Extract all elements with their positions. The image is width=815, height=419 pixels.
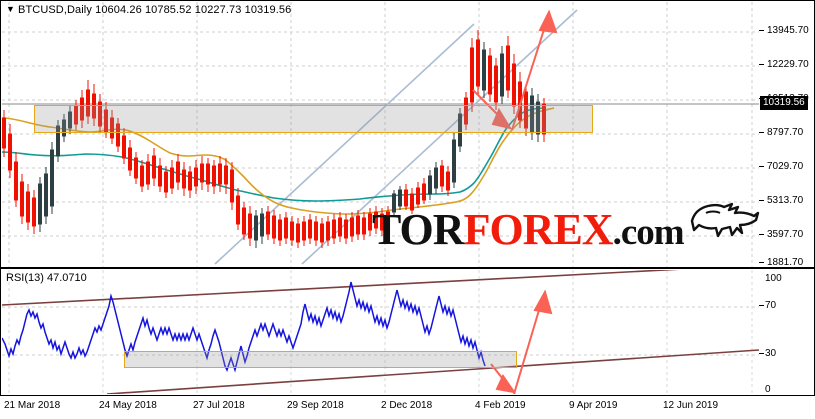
forecast-up-arrowhead [538, 9, 558, 34]
price-chart-panel[interactable]: ▼ BTCUSD,Daily 10604.26 10785.52 10227.73… [0, 0, 815, 268]
price-resistance-zone[interactable] [34, 105, 593, 133]
vertical-gridlines [8, 2, 753, 267]
triangle-down-icon[interactable]: ▼ [6, 4, 16, 14]
rsi-axis-label: 100 [765, 273, 782, 284]
y-tick [759, 166, 764, 167]
y-tick [759, 64, 764, 65]
rsi-line [2, 281, 486, 373]
ma-fast-line [2, 107, 555, 215]
y-axis-label: 12229.70 [767, 59, 809, 70]
y-tick [759, 234, 764, 235]
x-axis-label: 2 Dec 2018 [381, 400, 433, 411]
chart-symbol-title[interactable]: ▼ BTCUSD,Daily 10604.26 10785.52 10227.73… [6, 3, 291, 17]
rsi-y-tick [759, 353, 764, 354]
y-tick [759, 132, 764, 133]
x-axis-label: 12 Jun 2019 [663, 400, 719, 411]
watermark-part-tor: TOR [372, 205, 465, 254]
rsi-horizontal-gridlines [2, 306, 759, 356]
x-axis-label: 24 May 2018 [99, 400, 157, 411]
rsi-forecast-up-arrowhead [533, 289, 553, 315]
x-axis-label: 4 Feb 2019 [475, 400, 526, 411]
rsi-vertical-gridlines [8, 270, 753, 394]
y-tick [759, 262, 764, 263]
ma-slow-line [2, 107, 547, 202]
price-chart-svg [2, 2, 759, 267]
rsi-y-tick [759, 305, 764, 306]
rsi-axis-label: 0 [765, 384, 771, 395]
candlestick-series [2, 30, 546, 248]
rsi-chart-svg [2, 270, 759, 394]
rsi-plot-area[interactable] [2, 270, 759, 394]
watermark-part-forex: FOREX [463, 205, 614, 254]
y-axis-label: 3597.70 [767, 229, 804, 240]
rsi-chart-panel[interactable] [0, 268, 815, 396]
price-forecast-arrows [472, 9, 558, 131]
x-axis-label: 21 Mar 2018 [4, 400, 61, 411]
y-axis-label: 5313.70 [767, 195, 804, 206]
rsi-forecast-up-line [513, 299, 543, 394]
watermark-text: TORFOREX.com [372, 205, 685, 255]
rsi-axis-label: 30 [765, 348, 777, 359]
forecast-down-arrowhead [491, 107, 513, 130]
price-plot-area[interactable] [2, 2, 759, 267]
rsi-forecast-arrows [490, 289, 553, 394]
y-axis-label: 7029.70 [767, 161, 804, 172]
x-axis-label: 9 Apr 2019 [569, 400, 618, 411]
rsi-trend-channel [2, 270, 759, 394]
y-axis-label: 1881.70 [767, 257, 804, 268]
watermark-part-com: .com [612, 212, 685, 253]
rsi-support-zone[interactable] [124, 351, 517, 368]
y-axis-label: 13945.70 [767, 25, 809, 36]
forecast-up-arrow-line [511, 19, 548, 131]
rsi-axis-label: 70 [765, 300, 777, 311]
rsi-indicator-label: RSI(13) 47.0710 [6, 272, 87, 284]
bull-logo-icon [688, 199, 760, 239]
rsi-forecast-down-arrowhead [495, 373, 517, 394]
current-price-tag: 10319.56 [760, 96, 808, 110]
x-axis-label: 27 Jul 2018 [193, 400, 245, 411]
y-axis-label: 8797.70 [767, 127, 804, 138]
chart-symbol-text: BTCUSD,Daily 10604.26 10785.52 10227.73 … [18, 4, 292, 16]
x-axis-label: 29 Sep 2018 [287, 400, 344, 411]
y-tick [759, 200, 764, 201]
y-tick [759, 30, 764, 31]
